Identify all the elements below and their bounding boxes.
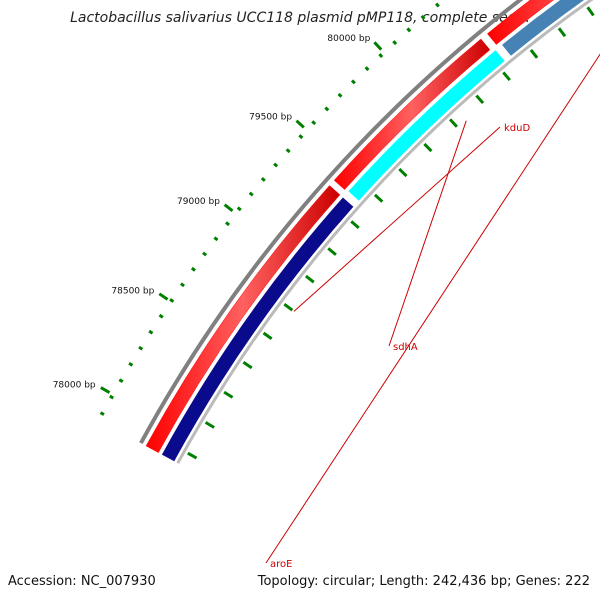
minor-tick xyxy=(298,134,304,140)
minor-tick xyxy=(260,177,266,182)
minor-tick xyxy=(225,221,231,227)
cds-feature-3[interactable] xyxy=(487,0,600,45)
gene-label-kduD[interactable]: kduD xyxy=(504,123,530,134)
inner-tick xyxy=(327,247,337,256)
inner-tick xyxy=(304,274,315,284)
minor-tick xyxy=(158,313,164,319)
major-tick xyxy=(223,203,234,213)
inner-tick xyxy=(557,27,567,38)
minor-tick xyxy=(420,14,426,20)
minor-tick xyxy=(169,298,175,303)
inner-tick xyxy=(529,49,539,59)
bp-label: 79000 bp xyxy=(177,197,220,207)
minor-tick xyxy=(148,329,154,335)
minor-tick xyxy=(138,345,144,351)
minor-tick xyxy=(109,394,115,400)
bp-label: 78000 bp xyxy=(53,381,96,391)
map-title: Lactobacillus salivarius UCC118 plasmid … xyxy=(70,10,530,26)
backbone-ring xyxy=(139,0,524,445)
inner-tick xyxy=(423,142,433,153)
major-tick xyxy=(100,386,111,394)
minor-tick xyxy=(350,79,356,85)
inner-tick xyxy=(448,118,458,128)
minor-tick xyxy=(99,411,105,416)
minor-tick xyxy=(364,66,370,72)
inner-tick xyxy=(283,303,294,312)
major-tick xyxy=(373,41,383,51)
inner-tick xyxy=(475,94,485,105)
inner-tick xyxy=(373,193,384,203)
gene-label-sdhA[interactable]: sdhA xyxy=(393,342,418,353)
bp-label: 78500 bp xyxy=(111,286,154,296)
leader-line xyxy=(388,120,467,347)
leader-line xyxy=(293,126,501,312)
inner-tick xyxy=(502,71,511,82)
major-tick xyxy=(295,119,305,129)
minor-tick xyxy=(324,106,330,112)
bp-label: 80000 bp xyxy=(327,34,370,44)
minor-tick xyxy=(273,162,279,168)
minor-tick xyxy=(213,236,219,242)
accession-label: Accession: NC_007930 xyxy=(8,574,156,589)
minor-tick xyxy=(179,282,185,288)
leader-line xyxy=(265,53,600,564)
inner-tick xyxy=(204,421,215,429)
inner-tick xyxy=(586,6,595,17)
minor-tick xyxy=(190,266,196,272)
minor-tick xyxy=(311,120,317,126)
minor-tick xyxy=(435,2,440,8)
inner-tick xyxy=(262,331,273,340)
inner-tick xyxy=(223,390,234,399)
inner-tick xyxy=(350,220,360,230)
gene-kduD[interactable] xyxy=(161,197,354,462)
bp-label: 79500 bp xyxy=(249,113,292,123)
minor-tick xyxy=(128,362,134,367)
minor-tick xyxy=(392,40,398,46)
minor-tick xyxy=(236,206,242,212)
minor-tick xyxy=(202,251,208,257)
gene-aroE[interactable] xyxy=(502,0,600,56)
cds-feature-2[interactable] xyxy=(333,38,491,190)
inner-tick xyxy=(187,451,198,460)
minor-tick xyxy=(337,92,343,98)
minor-tick xyxy=(406,27,412,33)
minor-tick xyxy=(118,378,124,383)
inner-ring xyxy=(176,0,594,464)
major-tick xyxy=(158,292,169,301)
genome-summary: Topology: circular; Length: 242,436 bp; … xyxy=(257,574,590,589)
gene-sdhA[interactable] xyxy=(348,50,505,201)
minor-tick xyxy=(285,148,291,154)
inner-tick xyxy=(242,361,253,370)
inner-tick xyxy=(398,168,408,178)
cds-feature-1[interactable] xyxy=(145,185,341,453)
minor-tick xyxy=(248,191,254,197)
minor-tick xyxy=(378,53,384,59)
gene-label-aroE[interactable]: aroE xyxy=(270,559,292,570)
